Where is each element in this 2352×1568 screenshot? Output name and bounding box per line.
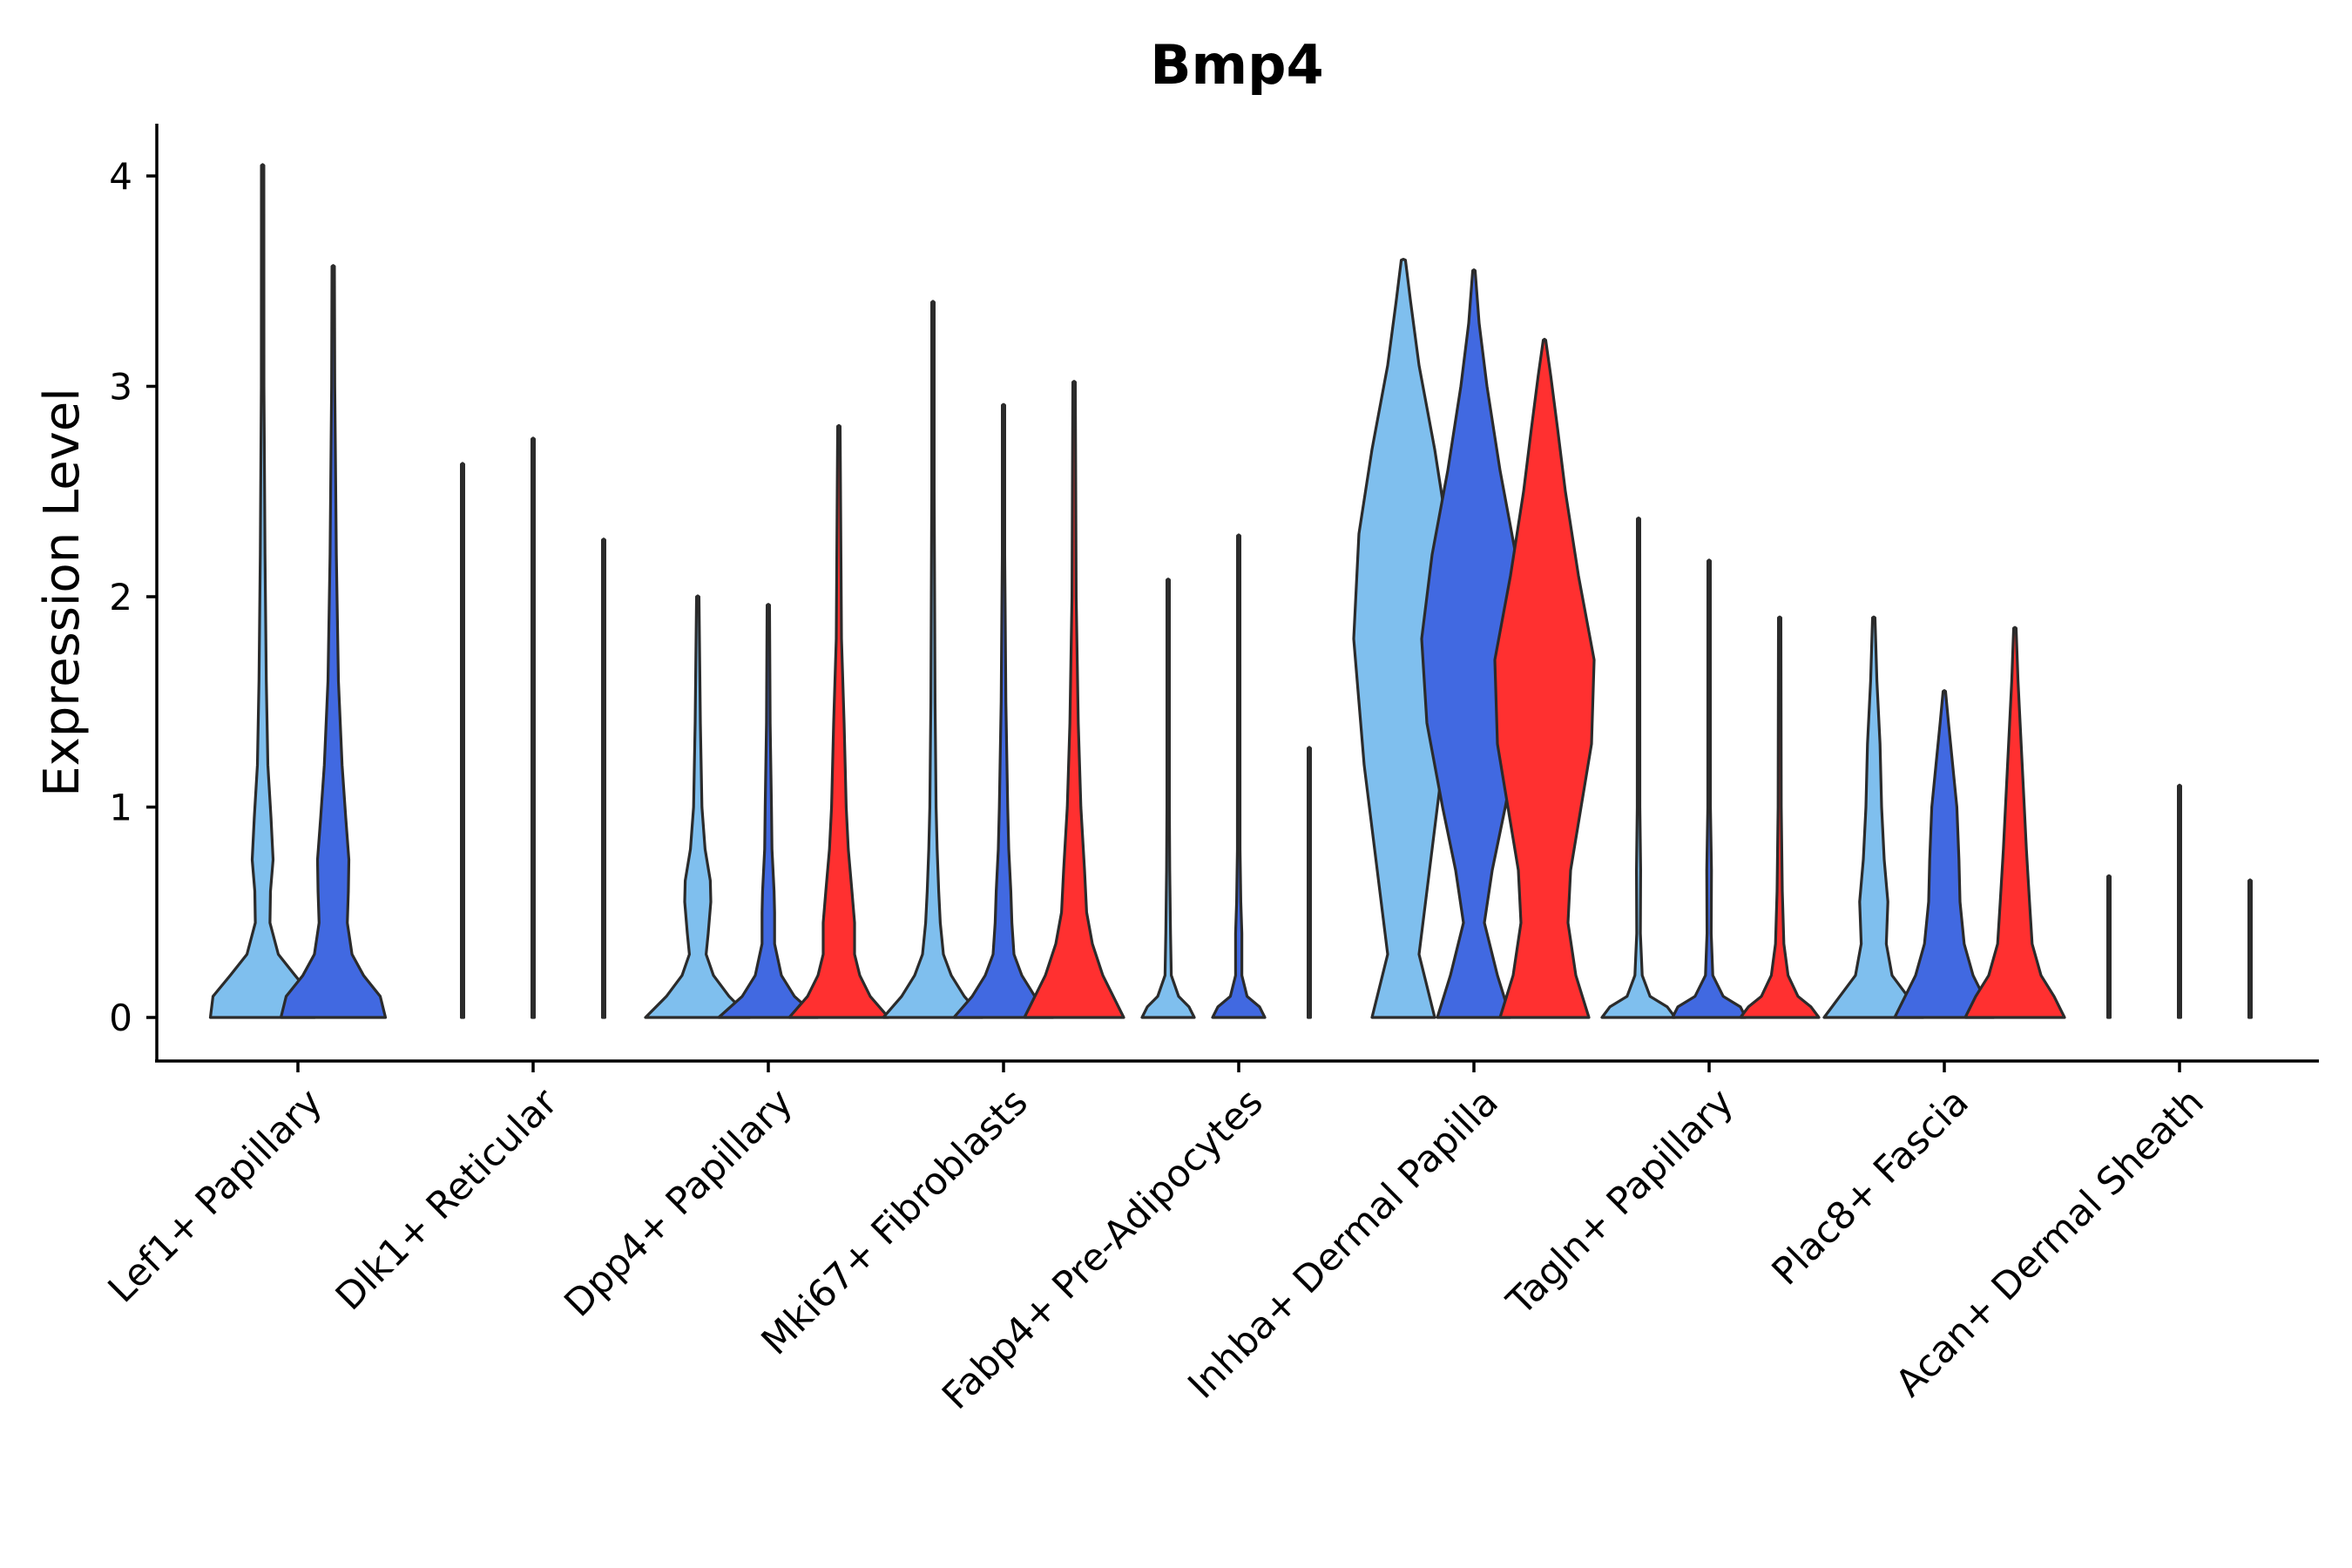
violin-shape — [1140, 578, 1196, 1019]
violin-shape — [2177, 783, 2182, 1019]
y-tick-label: 1 — [109, 787, 132, 829]
violin-shape — [1600, 517, 1677, 1019]
violin-shape — [2106, 874, 2112, 1019]
y-axis-ticks: 0 1 2 3 4 — [109, 155, 157, 1039]
violin-shape — [1307, 746, 1312, 1019]
violin-shape — [1739, 615, 1821, 1019]
x-tick-label: Plac8+ Fascia — [1764, 1080, 1977, 1294]
violin-shape — [882, 300, 984, 1019]
violin-shape — [1352, 258, 1455, 1019]
chart-title: Bmp4 — [1150, 33, 1323, 97]
violin-shape — [787, 423, 890, 1019]
violin-shape — [2247, 878, 2253, 1019]
x-tick-label: Tagln+ Papillary — [1498, 1080, 1742, 1324]
violin-shape — [644, 594, 752, 1019]
violin-shape — [208, 163, 317, 1019]
violin-shape — [1822, 615, 1925, 1019]
violin-shape — [1893, 689, 1996, 1019]
violin-shape — [1211, 533, 1267, 1019]
violin-shape — [1963, 625, 2066, 1019]
violin-shape — [1420, 268, 1528, 1019]
violin-shape — [460, 462, 465, 1019]
violin-shape — [1493, 337, 1596, 1019]
violin-shape — [1671, 558, 1747, 1019]
violin-shape — [1023, 380, 1125, 1019]
violin-layer — [208, 163, 2253, 1019]
x-tick-label: Mki67+ Fibroblasts — [754, 1080, 1037, 1363]
violin-shape — [952, 402, 1055, 1019]
violin-shape — [717, 603, 820, 1019]
x-tick-label: Lef1+ Papillary — [100, 1080, 331, 1311]
y-tick-label: 4 — [109, 155, 132, 198]
x-tick-label: Dlk1+ Reticular — [328, 1080, 566, 1319]
violin-shape — [279, 264, 388, 1019]
violin-shape — [601, 537, 606, 1019]
y-axis-label: Expression Level — [34, 388, 91, 797]
y-tick-label: 2 — [109, 576, 132, 618]
y-tick-label: 0 — [109, 997, 132, 1039]
violin-shape — [531, 436, 536, 1019]
y-tick-label: 3 — [109, 366, 132, 409]
x-tick-label: Dpp4+ Papillary — [557, 1080, 801, 1325]
